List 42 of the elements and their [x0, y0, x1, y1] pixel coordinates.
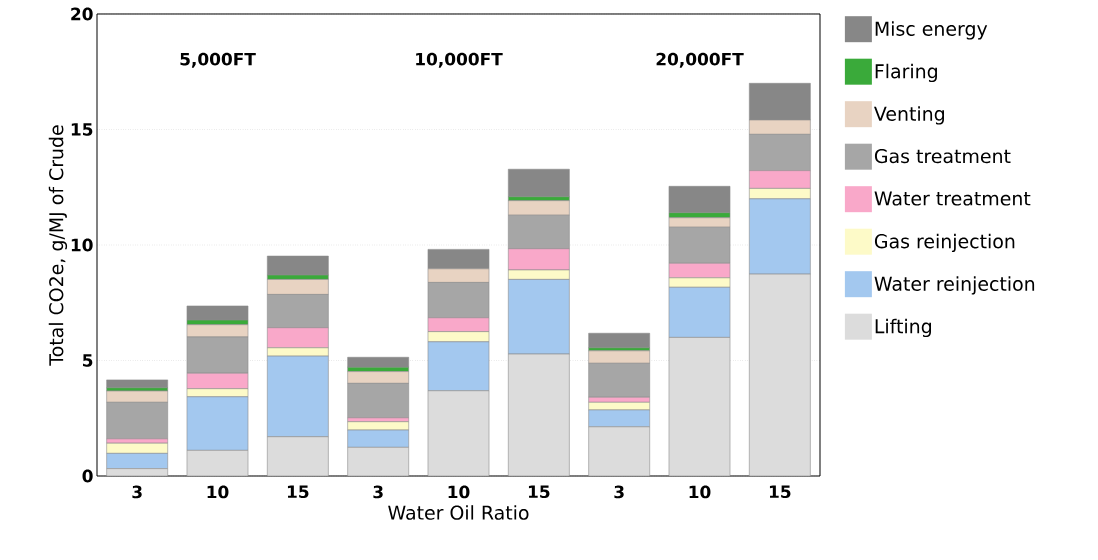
y-tick-label: 20: [71, 7, 93, 21]
x-tick-label: 3: [373, 485, 383, 499]
annotation: 20,000FT: [656, 52, 744, 68]
legend-label: Gas treatment: [874, 148, 1011, 164]
bar: [749, 273, 811, 476]
bar: [668, 337, 731, 476]
bar: [347, 447, 409, 476]
y-tick-label: 0: [82, 469, 93, 483]
legend-label: Lifting: [875, 318, 931, 338]
x-tick-label: 15: [528, 485, 550, 499]
annotation: 10,000FT: [416, 52, 503, 68]
bar: [427, 390, 490, 476]
x-tick-label: 10: [448, 485, 470, 499]
bar: [508, 354, 570, 476]
bar: [588, 332, 650, 349]
y-axis-title: Total CO2e, g/MJ of Crude: [48, 125, 68, 366]
bar: [186, 450, 249, 476]
x-tick-label: 3: [614, 485, 624, 499]
bar: [267, 255, 329, 276]
x-tick-label: 15: [769, 485, 791, 499]
legend-label: Water reinjection: [874, 276, 1035, 295]
legend-label: Venting: [874, 106, 944, 125]
legend-label: Misc energy: [875, 21, 988, 40]
legend-label: Water treatment: [874, 191, 1031, 206]
bar: [186, 305, 249, 321]
x-axis-title: Water Oil Ratio: [388, 505, 529, 520]
bar: [508, 168, 570, 198]
bar: [106, 379, 168, 389]
bar: [588, 426, 650, 476]
bar: [347, 356, 409, 368]
y-tick-label: 10: [71, 238, 93, 252]
legend-label: Flaring: [875, 63, 937, 83]
y-tick-label: 5: [83, 354, 93, 367]
annotation: 5,000FT: [180, 52, 256, 68]
x-tick-label: 10: [689, 485, 711, 499]
legend-label: Gas reinjection: [874, 233, 1015, 253]
x-tick-label: 10: [207, 485, 229, 499]
bar: [267, 436, 329, 476]
y-tick-label: 15: [71, 123, 93, 136]
bar: [668, 186, 731, 213]
x-tick-label: 3: [132, 485, 142, 499]
x-tick-label: 15: [287, 485, 309, 499]
